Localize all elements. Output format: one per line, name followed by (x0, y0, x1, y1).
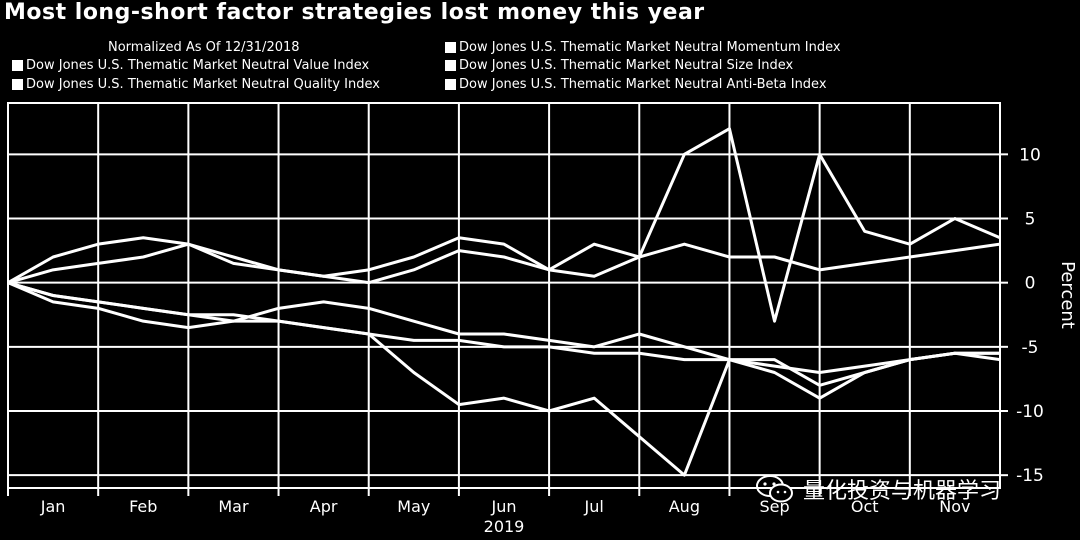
legend-item-quality: Dow Jones U.S. Thematic Market Neutral Q… (12, 77, 380, 92)
plot-area (7, 102, 1001, 489)
x-tick-label: Feb (129, 497, 157, 516)
legend-item-size: Dow Jones U.S. Thematic Market Neutral S… (445, 58, 793, 73)
x-tick-label: Jun (491, 497, 517, 516)
x-tick-label: Jan (40, 497, 66, 516)
series-line-1 (7, 127, 1001, 323)
x-tick-label: Mar (218, 497, 249, 516)
chart-subtitle: Normalized As Of 12/31/2018 (108, 40, 300, 55)
legend-swatch (12, 60, 23, 71)
legend-label: Dow Jones U.S. Thematic Market Neutral S… (459, 58, 794, 73)
series-line-3 (7, 281, 1000, 400)
chart-legend: Normalized As Of 12/31/2018 Dow Jones U.… (0, 40, 1080, 98)
chart-title: Most long-short factor strategies lost m… (4, 0, 705, 25)
series-line-0 (7, 242, 1001, 285)
legend-label: Dow Jones U.S. Thematic Market Neutral M… (459, 40, 841, 55)
legend-item-value: Dow Jones U.S. Thematic Market Neutral V… (12, 58, 369, 73)
legend-swatch (12, 79, 23, 90)
legend-swatch (445, 79, 456, 90)
x-tick-label: Oct (851, 497, 879, 516)
y-tick-label: 5 (1025, 210, 1036, 230)
watermark-text: 量化投资与机器学习 (803, 479, 1002, 504)
legend-swatch (445, 60, 456, 71)
y-axis-label: Percent (1057, 261, 1078, 329)
legend-label: Dow Jones U.S. Thematic Market Neutral A… (459, 77, 827, 92)
legend-label: Dow Jones U.S. Thematic Market Neutral V… (26, 58, 370, 73)
y-tick-label: -15 (1016, 466, 1044, 486)
legend-swatch (445, 42, 456, 53)
legend-item-anti-beta: Dow Jones U.S. Thematic Market Neutral A… (445, 77, 827, 92)
y-tick-label: -10 (1016, 402, 1044, 422)
x-tick-label: Aug (669, 497, 700, 516)
y-tick-label: 10 (1019, 145, 1041, 165)
wechat-icon (756, 475, 793, 503)
watermark: 量化投资与机器学习 (755, 473, 1001, 505)
x-tick-label: May (397, 497, 430, 516)
x-tick-label: Jul (584, 497, 604, 516)
x-tick-label: Apr (310, 497, 338, 516)
y-tick-label: 0 (1025, 274, 1036, 294)
x-tick-label: Nov (939, 497, 970, 516)
legend-label: Dow Jones U.S. Thematic Market Neutral Q… (26, 77, 380, 92)
x-axis-year-label: 2019 (484, 517, 525, 536)
legend-item-momentum: Dow Jones U.S. Thematic Market Neutral M… (445, 40, 841, 55)
y-tick-label: -5 (1022, 338, 1039, 358)
series-line-4 (7, 281, 1000, 374)
